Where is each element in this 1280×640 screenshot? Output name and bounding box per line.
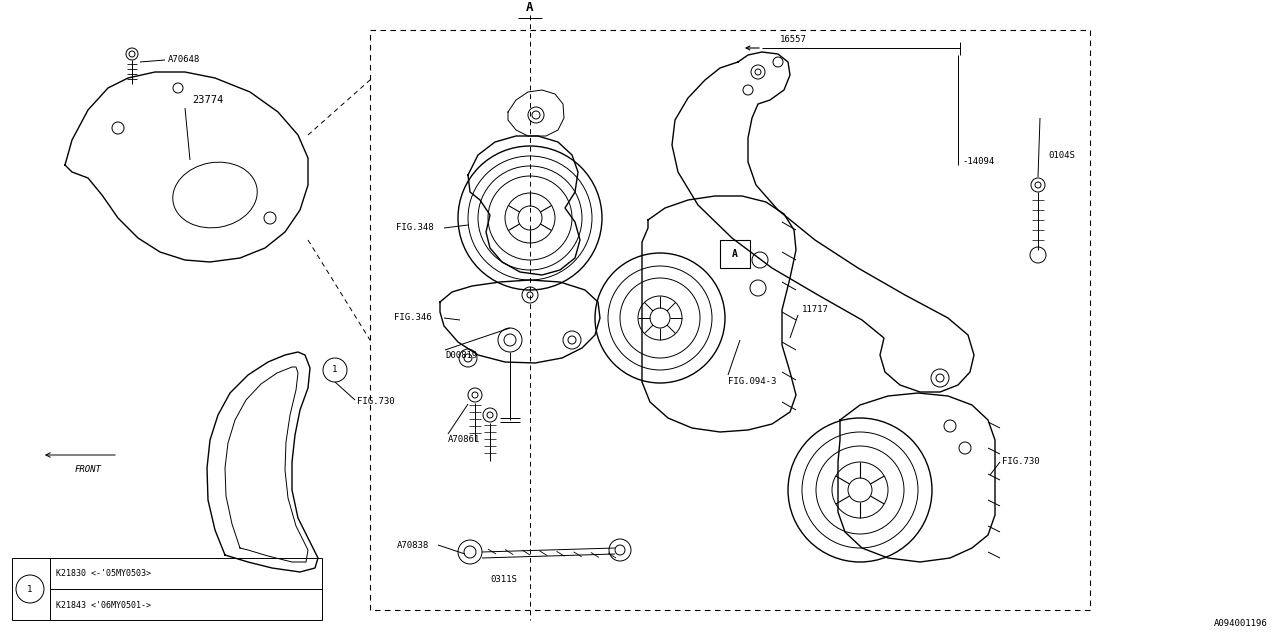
Bar <box>719 240 750 268</box>
Text: A094001196: A094001196 <box>1215 619 1268 628</box>
Text: A: A <box>526 1 534 14</box>
Text: 11717: 11717 <box>803 305 829 314</box>
Text: 1: 1 <box>333 365 338 374</box>
Text: 1: 1 <box>27 584 33 593</box>
Text: FIG.348: FIG.348 <box>396 223 434 232</box>
Text: 16557: 16557 <box>780 35 806 44</box>
Text: FIG.346: FIG.346 <box>394 314 431 323</box>
Text: D00819: D00819 <box>445 351 477 360</box>
Text: -14094: -14094 <box>963 157 995 166</box>
Text: A: A <box>732 249 739 259</box>
Text: 0311S: 0311S <box>490 575 517 584</box>
Text: A70838: A70838 <box>397 541 429 550</box>
Bar <box>12 558 323 620</box>
Text: K21830 <-'05MY0503>: K21830 <-'05MY0503> <box>56 570 151 579</box>
Text: A70648: A70648 <box>168 56 200 65</box>
Text: FIG.730: FIG.730 <box>357 397 394 406</box>
Text: 23774: 23774 <box>192 95 223 105</box>
Text: 0104S: 0104S <box>1048 150 1075 159</box>
Text: K21843 <'06MY0501->: K21843 <'06MY0501-> <box>56 600 151 609</box>
Text: A70861: A70861 <box>448 435 480 445</box>
Text: FIG.094-3: FIG.094-3 <box>728 378 777 387</box>
Text: FRONT: FRONT <box>74 465 101 474</box>
Text: FIG.730: FIG.730 <box>1002 458 1039 467</box>
